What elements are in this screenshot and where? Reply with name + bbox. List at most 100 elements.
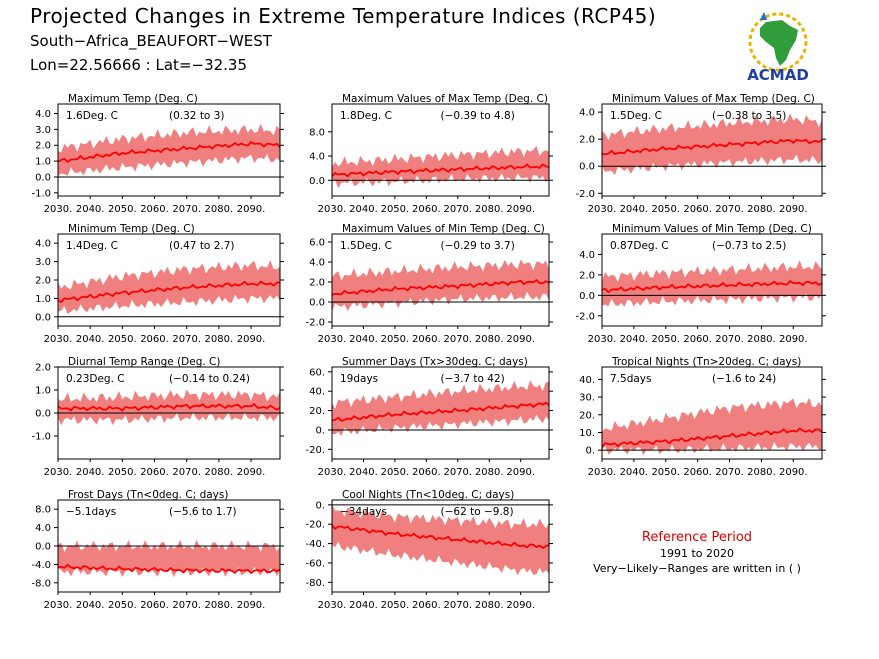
y-tick-label: 2.0 <box>309 278 325 289</box>
likely-range-band <box>332 380 549 436</box>
y-tick-label: 0. <box>585 446 595 457</box>
y-tick-label: 0.0 <box>35 542 51 553</box>
x-tick-label: 2050. <box>651 204 680 215</box>
x-tick-label: 2060. <box>140 204 169 215</box>
x-tick-label: 2090. <box>779 467 808 478</box>
y-tick-label: 1.0 <box>35 386 51 397</box>
x-tick-label: 2040. <box>76 600 105 611</box>
logo-text: ACMAD <box>747 66 809 84</box>
y-tick-label: 3.0 <box>35 257 51 268</box>
x-tick-label: 2070. <box>172 204 201 215</box>
x-tick-label: 2060. <box>412 600 441 611</box>
mean-change-line <box>57 563 281 575</box>
africa-map-logo-icon: ACMAD <box>747 12 809 84</box>
x-tick-label: 2090. <box>779 334 808 345</box>
x-tick-label: 2070. <box>443 204 472 215</box>
x-tick-label: 2080. <box>205 204 234 215</box>
x-tick-label: 2060. <box>140 600 169 611</box>
x-tick-label: 2030. <box>588 467 617 478</box>
x-tick-label: 2080. <box>747 334 776 345</box>
y-tick-label: 4.0 <box>35 239 51 250</box>
x-tick-label: 2060. <box>683 334 712 345</box>
y-tick-label: 2.0 <box>579 135 595 146</box>
y-tick-label: 3.0 <box>35 125 51 136</box>
y-tick-label: 60. <box>309 367 325 378</box>
chart-title: Minimum Temp (Deg. C) <box>68 223 195 235</box>
y-tick-label: -20. <box>305 520 325 531</box>
location-coords: Lon=22.56666 : Lat=−32.35 <box>30 56 248 74</box>
range-label: (−0.29 to 3.7) <box>441 240 515 252</box>
x-tick-label: 2050. <box>108 334 137 345</box>
x-tick-label: 2070. <box>443 467 472 478</box>
y-tick-label: 10. <box>579 428 595 439</box>
x-tick-label: 2040. <box>76 334 105 345</box>
mean-change-label: 1.5Deg. C <box>610 110 662 122</box>
y-tick-label: -2.0 <box>575 189 595 200</box>
y-tick-label: 20. <box>579 410 595 421</box>
range-label: (−62 to −9.8) <box>441 506 514 518</box>
chart-panel-2: 0.0 4.0 8.0 2030. 2040. 2050. 2060. 2070. 2080. 2… <box>309 93 553 215</box>
mean-change-line <box>331 278 550 296</box>
x-tick-label: 2050. <box>651 334 680 345</box>
x-tick-label: 2080. <box>747 467 776 478</box>
mean-change-line <box>57 280 281 304</box>
x-tick-label: 2060. <box>412 334 441 345</box>
x-tick-label: 2040. <box>349 334 378 345</box>
y-tick-label: -1.0 <box>31 432 51 443</box>
x-tick-label: 2070. <box>715 467 744 478</box>
likely-range-band <box>58 260 280 314</box>
y-tick-label: -4.0 <box>31 560 51 571</box>
x-tick-label: 2050. <box>381 600 410 611</box>
x-tick-label: 2090. <box>237 204 266 215</box>
reference-note: Very−Likely−Ranges are written in ( ) <box>593 562 801 575</box>
chart-title: Minimum Values of Min Temp (Deg. C) <box>612 223 812 235</box>
x-tick-label: 2050. <box>381 467 410 478</box>
y-tick-label: -2.0 <box>575 311 595 322</box>
x-tick-label: 2060. <box>140 334 169 345</box>
x-tick-label: 2070. <box>172 600 201 611</box>
mean-change-line <box>601 279 823 294</box>
x-tick-label: 2080. <box>205 467 234 478</box>
y-tick-label: 6.0 <box>309 238 325 249</box>
mean-change-line <box>57 403 281 412</box>
x-tick-label: 2080. <box>475 600 504 611</box>
x-tick-label: 2090. <box>506 334 535 345</box>
y-tick-label: 0.0 <box>309 298 325 309</box>
y-tick-label: -40. <box>305 539 325 550</box>
x-tick-label: 2090. <box>506 600 535 611</box>
range-label: (−3.7 to 42) <box>441 373 505 385</box>
reference-block: Reference Period 1991 to 2020 Very−Likel… <box>592 530 802 575</box>
chart-panel-7: -1.0 0.0 1.0 2.0 2030. 2040. 2050. 2060. 2070. 20… <box>31 356 284 478</box>
x-tick-label: 2040. <box>76 467 105 478</box>
chart-title: Cool Nights (Tn<10deg. C; days) <box>342 489 514 501</box>
x-tick-label: 2030. <box>44 334 73 345</box>
x-tick-label: 2040. <box>349 600 378 611</box>
x-tick-label: 2060. <box>412 467 441 478</box>
mean-change-line <box>331 401 550 422</box>
x-tick-label: 2030. <box>588 204 617 215</box>
y-tick-label: 40. <box>309 387 325 398</box>
x-tick-label: 2040. <box>620 467 649 478</box>
y-tick-label: 0.0 <box>35 172 51 183</box>
y-tick-label: 4.0 <box>35 109 51 120</box>
chart-panel-10: -8.0 -4.0 0.0 4.0 8.0 2030. 2040. 2050. 2060. 207… <box>31 489 284 611</box>
mean-change-line <box>57 140 281 163</box>
mean-change-label: 1.4Deg. C <box>66 240 118 252</box>
x-tick-label: 2030. <box>318 600 347 611</box>
mean-change-line <box>331 163 550 178</box>
x-tick-label: 2060. <box>140 467 169 478</box>
chart-panel-8: -20. 0. 20. 40. 60. 2030. 2040. 2050. 2060. 2070.… <box>305 356 553 478</box>
mean-change-line <box>601 138 823 156</box>
x-tick-label: 2040. <box>76 204 105 215</box>
y-tick-label: 0. <box>315 500 325 511</box>
plot-frame <box>601 233 823 327</box>
plot-frame <box>57 103 281 197</box>
x-tick-label: 2050. <box>108 600 137 611</box>
y-tick-label: 1.0 <box>35 157 51 168</box>
y-tick-label: 0.0 <box>579 162 595 173</box>
y-tick-label: 20. <box>309 406 325 417</box>
y-tick-label: 0.0 <box>35 409 51 420</box>
y-tick-label: 0.0 <box>35 312 51 323</box>
